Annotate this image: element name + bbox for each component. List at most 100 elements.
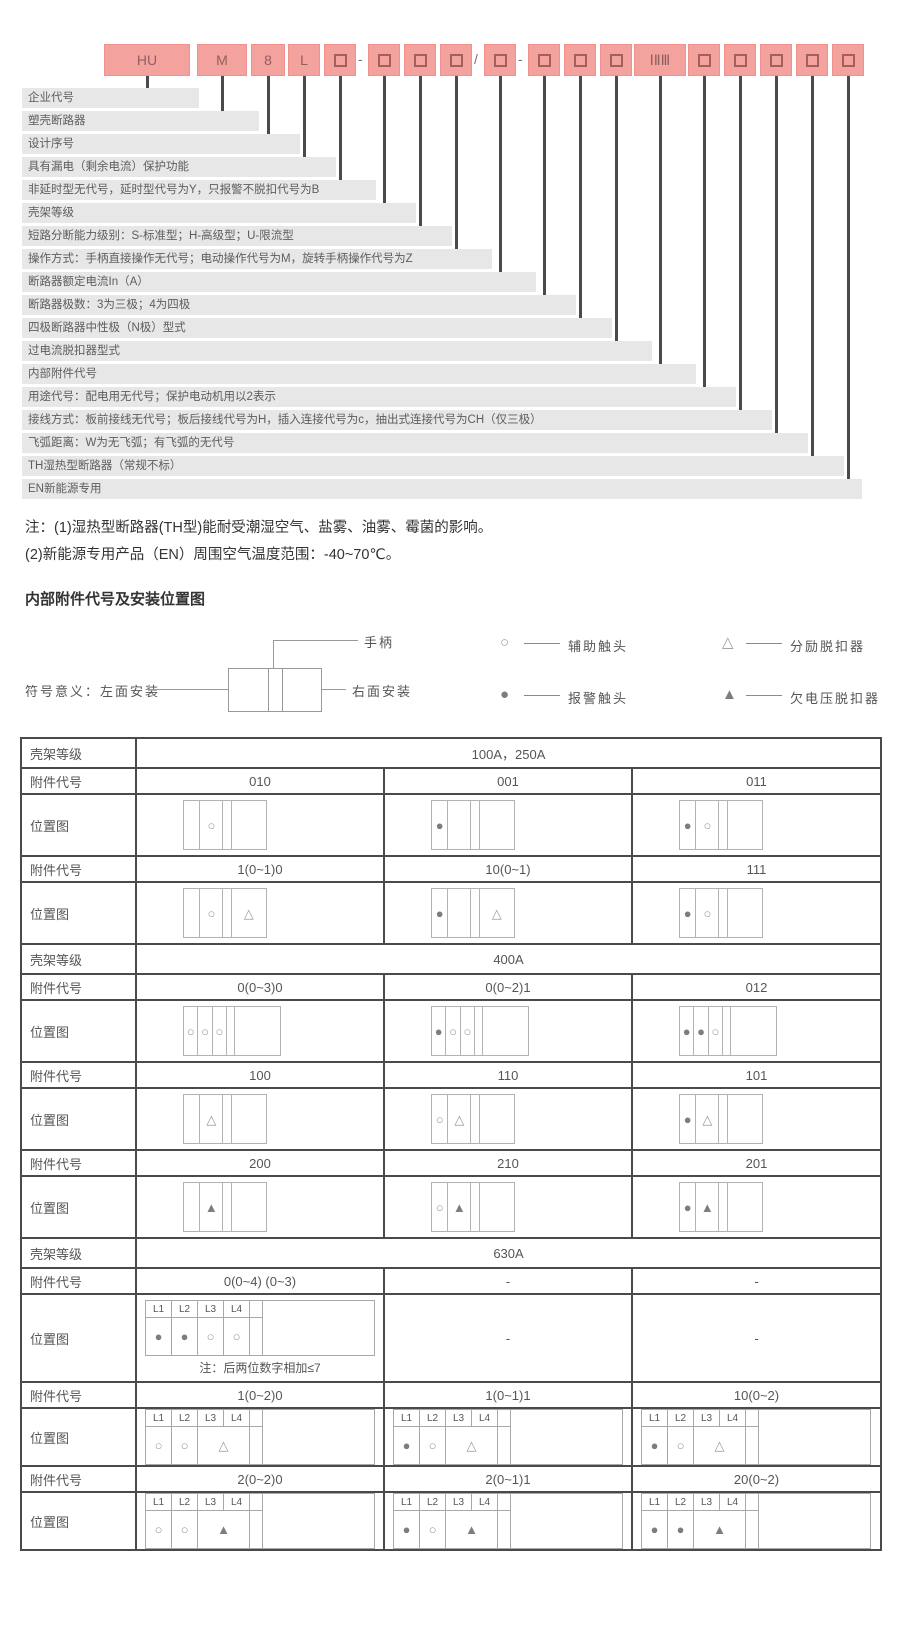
- leader-line: [774, 76, 778, 435]
- diagram-slot: ○: [420, 1511, 446, 1548]
- code-description: 过电流脱扣器型式: [22, 341, 652, 361]
- alarm-contact-symbol: ●: [402, 1522, 411, 1537]
- position-diagram: ● ● ○: [679, 1006, 777, 1056]
- empty-placeholder: -: [754, 1330, 759, 1346]
- position-row-label: 位置图: [20, 1407, 137, 1467]
- accessory-code: 101: [630, 1061, 883, 1089]
- accessory-code-row: 附件代号 1(0~2)0 1(0~1)1 10(0~2): [20, 1381, 883, 1409]
- aux-contact-symbol: ○: [186, 1023, 195, 1039]
- blank-code-square: [697, 53, 711, 67]
- undervoltage-release-symbol: ▲: [204, 1199, 218, 1215]
- position-diagram: ○: [183, 800, 267, 850]
- position-cell: ● ○ ○: [383, 999, 633, 1063]
- pole-label-L4: L4: [720, 1494, 746, 1511]
- diagram-slot: ○: [668, 1427, 694, 1464]
- blank-code-square: [413, 53, 427, 67]
- code-box: [796, 44, 828, 76]
- accessory-code: 1(0~2)0: [135, 1381, 385, 1409]
- position-diagram: ● ○: [679, 888, 763, 938]
- leader-line: [846, 76, 850, 481]
- position-cell: L1 L2 L3 L4 ● ○ △: [383, 1407, 633, 1467]
- legend-label: 分励脱扣器: [790, 639, 866, 654]
- shunt-release-symbol: △: [454, 1111, 465, 1127]
- leader-line: [542, 76, 546, 297]
- blank-code-square: [449, 53, 463, 67]
- code-row-label: 附件代号: [20, 1149, 137, 1177]
- code-box: [832, 44, 864, 76]
- diagram-slot: ▲: [694, 1511, 746, 1548]
- position-row: 位置图 L1 L2 L3 L4 ○ ○ △ L1 L2 L3 L4 ● ○ △ L1 L2 L3 L4 ● ○ △: [20, 1407, 883, 1467]
- code-description: 企业代号: [22, 88, 199, 108]
- legend-label: 欠电压脱扣器: [790, 691, 881, 706]
- position-cell: ○ ○ ○: [135, 999, 385, 1063]
- leader-line: [266, 76, 270, 136]
- diagram-slot: ○: [198, 1318, 224, 1355]
- diagram-slot: ●: [394, 1427, 420, 1464]
- diagram-slot: ▲: [446, 1511, 498, 1548]
- frame-row-label: 壳架等级: [20, 1237, 137, 1269]
- position-cell: L1 L2 L3 L4 ● ● ▲: [630, 1491, 883, 1551]
- pole-label-blank: [250, 1410, 263, 1427]
- code-box: [368, 44, 400, 76]
- pole-label-L3: L3: [694, 1494, 720, 1511]
- aux-contact-symbol: ○: [428, 1438, 437, 1453]
- aux-contact-symbol: ○: [703, 905, 712, 921]
- diagram-slot: ○: [709, 1007, 724, 1055]
- frame-row-label: 壳架等级: [20, 737, 137, 769]
- diagram-slot: [471, 1183, 480, 1231]
- aux-contact-symbol: ○: [215, 1023, 224, 1039]
- diagram-slot: ○: [172, 1511, 198, 1548]
- pole-label-L2: L2: [420, 1410, 446, 1427]
- code-description: 壳架等级: [22, 203, 416, 223]
- pole-label-L4: L4: [224, 1494, 250, 1511]
- code-description: 非延时型无代号，延时型代号为Y，只报警不脱扣代号为B: [22, 180, 376, 200]
- position-cell: ▲: [135, 1175, 385, 1239]
- blank-code-square: [537, 53, 551, 67]
- diagram-slot: [480, 1095, 514, 1143]
- aux-contact-symbol: ○: [180, 1438, 189, 1453]
- leader-line: [738, 76, 742, 412]
- diagram-slot: ●: [432, 889, 449, 937]
- diagram-slot: [475, 1007, 483, 1055]
- position-row: 位置图 ○ ● ● ○: [20, 793, 883, 857]
- position-row-label: 位置图: [20, 881, 137, 945]
- aux-contact-symbol: ○: [180, 1522, 189, 1537]
- alarm-contact-symbol: ●: [650, 1522, 659, 1537]
- leader-line: [578, 76, 582, 320]
- diagram-slot: △: [446, 1427, 498, 1464]
- position-cell: L1 L2 L3 L4 ● ● ○ ○ 注：后两位数字相加≤7: [135, 1293, 385, 1383]
- diagram-slot: [480, 1183, 514, 1231]
- pole-label-L1: L1: [146, 1410, 172, 1427]
- accessory-code: 001: [383, 767, 633, 795]
- aux-contact-symbol: ○: [207, 905, 216, 921]
- diagram-slot: ●: [146, 1318, 172, 1355]
- diagram-slot: [227, 1007, 235, 1055]
- diagram-slot: [232, 801, 266, 849]
- accessory-code: 20(0~2): [630, 1465, 883, 1493]
- accessory-code: 200: [135, 1149, 385, 1177]
- position-diagram: ○ △: [431, 1094, 515, 1144]
- diagram-slot: [719, 889, 728, 937]
- position-cell: ● ○: [630, 881, 883, 945]
- diagram-slot: ●: [680, 889, 697, 937]
- pole-label-L2: L2: [420, 1494, 446, 1511]
- diagram-slot: ○: [200, 889, 224, 937]
- undervoltage-release-symbol: ▲: [465, 1522, 478, 1537]
- position-cell: ●: [383, 793, 633, 857]
- code-description: TH湿热型断路器（常规不标）: [22, 456, 844, 476]
- aux-contact-symbol: ○: [154, 1522, 163, 1537]
- code-description: 短路分断能力级别：S-标准型；H-高级型；U-限流型: [22, 226, 452, 246]
- alarm-contact-symbol: ●: [434, 1023, 443, 1039]
- leader-line: [810, 76, 814, 458]
- diagram-slot: △: [198, 1427, 250, 1464]
- alarm-contact-symbol: ●: [683, 1111, 692, 1127]
- position-diagram: ● △: [431, 888, 515, 938]
- diagram-slot: [480, 801, 514, 849]
- position-row-label: 位置图: [20, 1491, 137, 1551]
- leader-line: [302, 76, 306, 159]
- accessory-code: 012: [630, 973, 883, 1001]
- accessory-code: -: [383, 1267, 633, 1295]
- diagram-slot: ○: [172, 1427, 198, 1464]
- diagram-slot: ●: [680, 1007, 695, 1055]
- diagram-slot: [728, 801, 762, 849]
